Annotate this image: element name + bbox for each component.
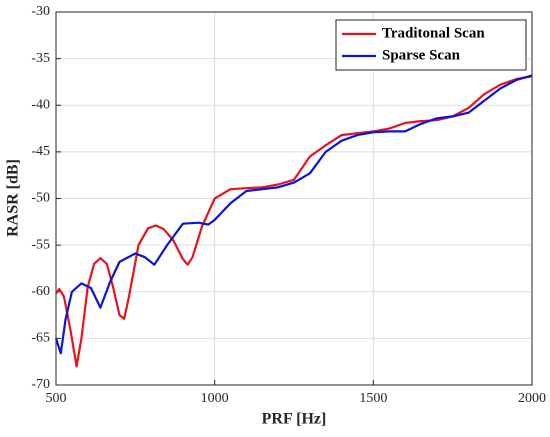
x-tick-label: 1500 (359, 391, 387, 406)
x-tick-label: 1000 (201, 391, 229, 406)
y-tick-label: -35 (31, 51, 50, 66)
legend-label: Sparse Scan (382, 47, 461, 63)
y-tick-label: -65 (31, 331, 50, 346)
line-series (55, 75, 533, 368)
legend-box (335, 19, 527, 71)
y-tick-label: -50 (31, 191, 50, 206)
x-tick-label: 2000 (518, 391, 546, 406)
y-tick-label: -60 (31, 284, 50, 299)
y-tick-label: -70 (31, 377, 50, 392)
x-axis-label: PRF [Hz] (262, 411, 327, 428)
y-tick-label: -45 (31, 144, 50, 159)
y-tick-label: -30 (31, 4, 50, 19)
y-tick-label: -40 (31, 97, 50, 112)
x-tick-label: 500 (46, 391, 67, 406)
line-series (54, 74, 533, 355)
y-tick-label: -55 (31, 237, 50, 252)
legend-label: Traditonal Scan (382, 25, 485, 41)
plot-frame (55, 11, 533, 386)
y-axis-label: RASR [dB] (5, 159, 22, 237)
